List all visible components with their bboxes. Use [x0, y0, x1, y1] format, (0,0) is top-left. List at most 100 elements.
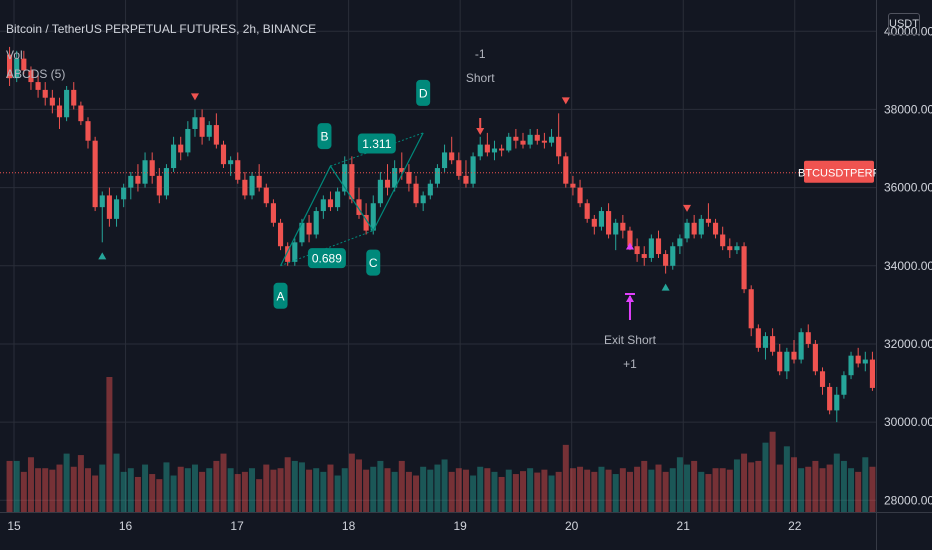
pivot-high-marker	[190, 93, 199, 101]
volume-bar	[227, 468, 234, 512]
indicator-vol-label[interactable]: Vol	[6, 48, 23, 62]
volume-bar	[484, 468, 491, 512]
volume-bar	[327, 464, 334, 512]
candle-body	[163, 168, 170, 196]
volume-bar	[49, 469, 56, 512]
volume-bar	[70, 466, 77, 512]
candle-body	[641, 254, 647, 258]
candle-body	[85, 121, 91, 141]
volume-bar	[284, 457, 291, 512]
y-tick-label: 38000.00	[884, 102, 932, 116]
volume-bar	[363, 469, 370, 512]
candlesticks	[6, 46, 876, 423]
volume-bar	[548, 475, 555, 512]
price-axis-panel	[876, 0, 932, 550]
volume-bar	[719, 468, 726, 512]
volume-bar	[776, 464, 783, 512]
pivot-high-marker	[561, 97, 570, 105]
exit-small-marker	[625, 242, 634, 250]
volume-bar	[20, 471, 27, 512]
candle-body	[213, 125, 219, 145]
candle-body	[477, 144, 483, 157]
candle-body	[527, 134, 533, 145]
candle-body	[78, 105, 84, 122]
volume-bar	[605, 469, 612, 512]
candle-body	[327, 199, 334, 208]
candle-body	[420, 195, 426, 204]
chart-title: Bitcoin / TetherUS PERPETUAL FUTURES, 2h…	[6, 22, 317, 36]
volume-bar	[619, 468, 626, 512]
volume-bar	[869, 466, 876, 512]
candle-body	[306, 222, 312, 235]
candle-body	[584, 203, 590, 219]
chart-grid	[0, 0, 876, 512]
volume-bar	[855, 471, 862, 512]
candle-body	[6, 54, 13, 79]
volume-bar	[826, 464, 833, 512]
volume-bar	[762, 442, 769, 512]
candle-body	[49, 97, 55, 106]
volume-bar	[313, 468, 320, 512]
volume-bar	[213, 460, 220, 512]
volume-bar	[812, 460, 819, 512]
candle-body	[841, 375, 847, 395]
ratio-bc-label-box	[307, 248, 346, 269]
candle-body	[235, 160, 241, 180]
candle-body	[135, 175, 141, 184]
y-tick-label: 36000.00	[884, 181, 932, 195]
volume-bar	[612, 474, 619, 512]
volume-bar	[641, 460, 648, 512]
candle-body	[848, 355, 854, 376]
candle-body	[292, 242, 298, 262]
candle-body	[106, 195, 112, 219]
x-tick-label: 18	[342, 519, 356, 533]
volume-bar	[270, 469, 277, 512]
candle-body	[663, 254, 669, 266]
candle-body	[42, 89, 48, 98]
currency-button[interactable]: USDT	[888, 13, 920, 35]
volume-bar	[149, 474, 156, 512]
volume-bar	[306, 469, 313, 512]
volume-bar	[27, 457, 34, 512]
volume-bar	[477, 466, 484, 512]
candle-body	[770, 336, 776, 352]
exit-count: +1	[623, 357, 637, 371]
candle-body	[598, 211, 605, 227]
candle-body	[698, 218, 704, 235]
candle-body	[620, 222, 626, 231]
volume-bar	[448, 471, 455, 512]
volume-bar	[427, 469, 434, 512]
volume-bar	[348, 453, 355, 512]
candle-body	[755, 328, 761, 348]
candle-body	[199, 117, 205, 137]
volume-bar	[320, 471, 327, 512]
short-label: Short	[466, 71, 495, 85]
candle-body	[377, 179, 383, 204]
volume-bar	[470, 475, 477, 512]
volume-bar	[676, 457, 683, 512]
candle-body	[655, 238, 662, 255]
candle-body	[591, 218, 597, 227]
candle-body	[171, 144, 177, 169]
candle-body	[185, 128, 191, 153]
symbol-tag: BTCUSDTPERP	[798, 168, 880, 180]
volume-bar	[199, 471, 206, 512]
volume-bar	[42, 468, 49, 512]
exit-short-label: Exit Short	[604, 333, 657, 347]
y-tick-label: 30000.00	[884, 415, 932, 429]
volume-bar	[92, 475, 99, 512]
candle-body	[741, 246, 747, 290]
volume-bar	[705, 474, 712, 512]
volume-bar	[405, 471, 412, 512]
candle-body	[634, 246, 640, 255]
volume-bar	[798, 468, 805, 512]
volume-bar	[127, 468, 134, 512]
volume-bar	[634, 466, 641, 512]
candle-body	[156, 175, 162, 196]
volume-bar	[106, 377, 113, 512]
candle-body	[784, 351, 790, 372]
indicator-abcds-label[interactable]: ABCDS (5)	[6, 67, 66, 81]
volume-bar	[698, 471, 705, 512]
